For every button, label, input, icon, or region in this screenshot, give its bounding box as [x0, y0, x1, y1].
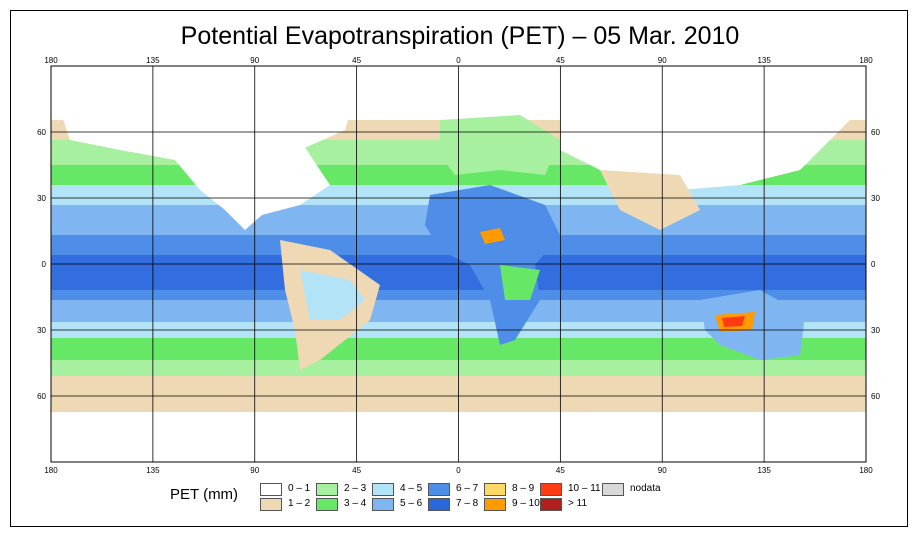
lon-tick-label-top: 90	[250, 56, 259, 65]
legend-label: 6 – 7	[456, 483, 479, 494]
legend-label: 4 – 5	[400, 483, 423, 494]
legend-swatch	[260, 498, 282, 511]
legend-swatch	[372, 483, 394, 496]
lat-tick-label-right: 30	[871, 326, 880, 335]
lon-tick-label-bottom: 135	[146, 466, 160, 475]
legend-swatch	[484, 498, 506, 511]
legend-label: > 11	[568, 498, 587, 509]
lon-tick-label-top: 180	[44, 56, 58, 65]
lon-tick-label-top: 90	[658, 56, 667, 65]
legend-label: 1 – 2	[288, 498, 311, 509]
legend-swatch	[372, 498, 394, 511]
lon-tick-label-top: 180	[859, 56, 873, 65]
legend-label: 2 – 3	[344, 483, 367, 494]
lat-tick-label-left: 0	[42, 260, 47, 269]
legend-label: 10 – 11	[568, 483, 601, 494]
lat-tick-label-right: 0	[871, 260, 876, 269]
lat-tick-label-right: 30	[871, 194, 880, 203]
legend-swatch	[484, 483, 506, 496]
lon-tick-label-top: 0	[456, 56, 461, 65]
lon-tick-label-bottom: 90	[250, 466, 259, 475]
lat-tick-label-right: 60	[871, 128, 880, 137]
map-title: Potential Evapotranspiration (PET) – 05 …	[180, 22, 740, 50]
lon-tick-label-bottom: 180	[44, 466, 58, 475]
legend-swatch	[428, 483, 450, 496]
legend-label: 7 – 8	[456, 498, 479, 509]
lon-tick-label-top: 135	[757, 56, 771, 65]
lon-tick-label-top: 45	[556, 56, 565, 65]
legend-title: PET (mm)	[170, 486, 239, 503]
legend-swatch	[316, 498, 338, 511]
legend-swatch	[428, 498, 450, 511]
lat-tick-label-left: 60	[37, 128, 46, 137]
figure-frame	[10, 10, 908, 527]
lon-tick-label-bottom: 180	[859, 466, 873, 475]
axis-tick-labels: 180 180 135 135 90 90 45 45 0 0 45 45 90 90 135 135 180 1…	[37, 56, 880, 475]
lat-tick-label-left: 30	[37, 326, 46, 335]
lat-tick-label-left: 60	[37, 392, 46, 401]
lon-tick-label-top: 135	[146, 56, 160, 65]
legend-label: nodata	[630, 483, 661, 494]
lon-tick-label-bottom: 90	[658, 466, 667, 475]
lon-tick-label-bottom: 45	[352, 466, 361, 475]
lon-tick-label-bottom: 135	[757, 466, 771, 475]
lat-tick-label-left: 30	[37, 194, 46, 203]
legend-label: 0 – 1	[288, 483, 311, 494]
legend-label: 3 – 4	[344, 498, 367, 509]
graticule	[50, 65, 867, 463]
legend-swatch	[316, 483, 338, 496]
legend-label: 8 – 9	[512, 483, 535, 494]
legend-swatch	[540, 498, 562, 511]
lon-tick-label-bottom: 0	[456, 466, 461, 475]
legend-swatch	[602, 483, 624, 496]
legend-label: 9 – 10	[512, 498, 540, 509]
legend-label: 5 – 6	[400, 498, 423, 509]
legend-swatch	[260, 483, 282, 496]
legend-swatch	[540, 483, 562, 496]
lon-tick-label-top: 45	[352, 56, 361, 65]
lon-tick-label-bottom: 45	[556, 466, 565, 475]
lat-tick-label-right: 60	[871, 392, 880, 401]
